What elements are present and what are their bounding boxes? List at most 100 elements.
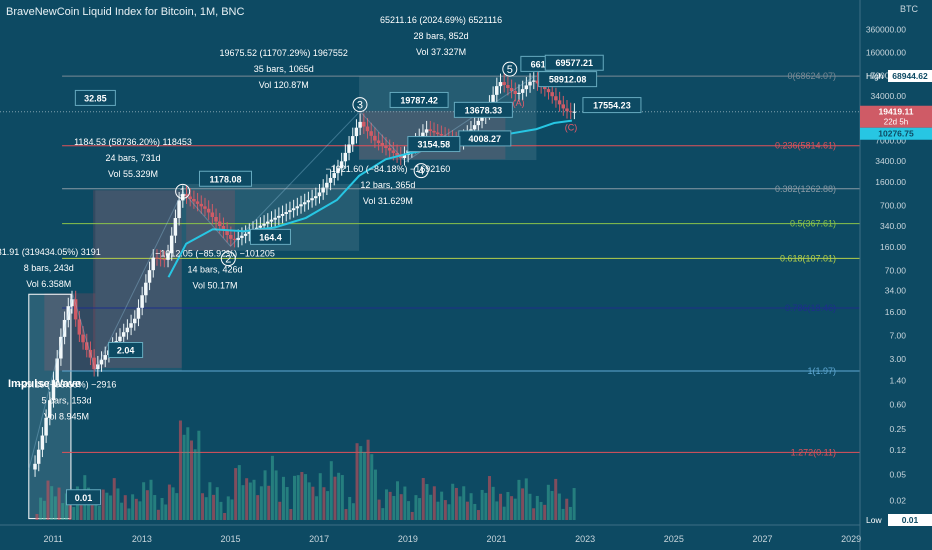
candle-body bbox=[343, 152, 348, 162]
wave-circle bbox=[175, 183, 191, 199]
volume-bar bbox=[204, 497, 208, 520]
wave-number-label: 5 bbox=[507, 64, 513, 76]
candle-body bbox=[125, 327, 130, 333]
wave-number-label: 4 bbox=[418, 166, 424, 178]
volume-bar bbox=[491, 486, 495, 520]
candle-body bbox=[288, 210, 292, 213]
volume-bar bbox=[429, 494, 433, 520]
volume-bar bbox=[245, 478, 249, 520]
candle-body bbox=[262, 223, 266, 226]
candle-body bbox=[387, 147, 392, 151]
volume-bar bbox=[123, 495, 127, 520]
candle-body bbox=[88, 349, 93, 358]
volume-bar bbox=[359, 446, 363, 520]
price-box-label: 0.01 bbox=[75, 493, 93, 503]
volume-bar bbox=[377, 499, 381, 520]
volume-bar bbox=[510, 496, 514, 520]
candle-body bbox=[306, 200, 311, 203]
volume-bar bbox=[138, 501, 142, 520]
volume-bar bbox=[351, 503, 355, 520]
candle-body bbox=[362, 121, 366, 127]
candle-body bbox=[502, 82, 506, 86]
candle-body bbox=[480, 116, 484, 121]
x-tick-label: 2017 bbox=[309, 534, 329, 544]
y-tick-label: 34.00 bbox=[885, 286, 907, 296]
wave-number-label: 1 bbox=[180, 186, 186, 198]
volume-bar bbox=[407, 501, 411, 520]
high-price-value: 68944.62 bbox=[892, 71, 928, 81]
candle-body bbox=[554, 96, 558, 101]
volume-bar bbox=[480, 489, 484, 520]
volume-bar bbox=[418, 498, 422, 520]
ma-value-tag bbox=[860, 127, 932, 140]
candle-body bbox=[210, 212, 215, 217]
candle-body bbox=[206, 208, 211, 213]
volume-bar bbox=[274, 470, 278, 520]
x-tick-label: 2015 bbox=[220, 534, 240, 544]
volume-bar bbox=[506, 492, 510, 520]
low-price-label: Low bbox=[866, 515, 882, 525]
y-tick-label: 340.00 bbox=[880, 221, 906, 231]
measurement-text: −1012.05 (−85.92%) −101205 bbox=[155, 248, 275, 258]
volume-bar bbox=[153, 495, 157, 520]
x-tick-label: 2025 bbox=[664, 534, 684, 544]
volume-bar bbox=[131, 494, 135, 520]
candle-body bbox=[314, 196, 318, 199]
candle-body bbox=[273, 217, 277, 220]
candle-body bbox=[332, 173, 336, 178]
volume-bar bbox=[465, 501, 469, 520]
volume-bar bbox=[315, 496, 319, 520]
volume-bar bbox=[513, 498, 517, 520]
volume-bar bbox=[219, 501, 223, 520]
volume-bar bbox=[370, 454, 374, 520]
y-tick-label: 0.02 bbox=[889, 495, 906, 505]
candle-body bbox=[295, 206, 300, 209]
volume-bar bbox=[278, 501, 282, 520]
price-box-label: 164.4 bbox=[259, 232, 282, 242]
volume-bar bbox=[263, 470, 267, 520]
candle-body bbox=[103, 355, 107, 360]
volume-bar bbox=[149, 479, 153, 520]
candle-body bbox=[509, 88, 514, 91]
price-box-label: 58912.08 bbox=[549, 75, 587, 85]
candle-body bbox=[232, 238, 237, 240]
volume-bar bbox=[270, 455, 274, 520]
volume-bar bbox=[35, 514, 39, 520]
volume-bar bbox=[94, 494, 98, 520]
price-box-label: 4008.27 bbox=[469, 134, 502, 144]
volume-bar bbox=[256, 495, 260, 520]
volume-bar bbox=[487, 476, 491, 520]
candle-body bbox=[147, 270, 152, 283]
candle-body bbox=[513, 90, 517, 94]
candle-body bbox=[476, 120, 481, 126]
volume-bar bbox=[484, 492, 488, 520]
candle-body bbox=[247, 231, 252, 234]
candle-body bbox=[265, 221, 270, 224]
y-tick-label: 34000.00 bbox=[871, 91, 907, 101]
volume-bar bbox=[259, 486, 263, 520]
measurement-text: 1184.53 (58736.20%) 118453 bbox=[74, 137, 192, 147]
candle-body bbox=[568, 111, 573, 113]
candle-body bbox=[203, 206, 207, 209]
volume-bar bbox=[57, 487, 61, 520]
volume-bar bbox=[543, 504, 547, 520]
volume-bar bbox=[348, 496, 352, 520]
volume-bar bbox=[215, 487, 219, 520]
volume-bar bbox=[447, 504, 451, 520]
candle-body bbox=[557, 100, 562, 105]
candle-body bbox=[36, 449, 41, 464]
volume-bar bbox=[98, 505, 102, 520]
y-tick-label: 3400.00 bbox=[875, 156, 906, 166]
candle-body bbox=[432, 130, 436, 133]
candle-body bbox=[221, 225, 226, 231]
volume-bar bbox=[289, 509, 293, 520]
volume-bar bbox=[164, 504, 168, 520]
chart-title: BraveNewCoin Liquid Index for Bitcoin, 1… bbox=[6, 6, 245, 18]
volume-bar bbox=[462, 486, 466, 520]
price-box bbox=[249, 228, 291, 245]
volume-bar bbox=[175, 493, 179, 520]
volume-bar bbox=[39, 497, 43, 520]
wave-circle bbox=[352, 97, 368, 113]
measurement-text: Vol 37.327M bbox=[416, 47, 466, 57]
